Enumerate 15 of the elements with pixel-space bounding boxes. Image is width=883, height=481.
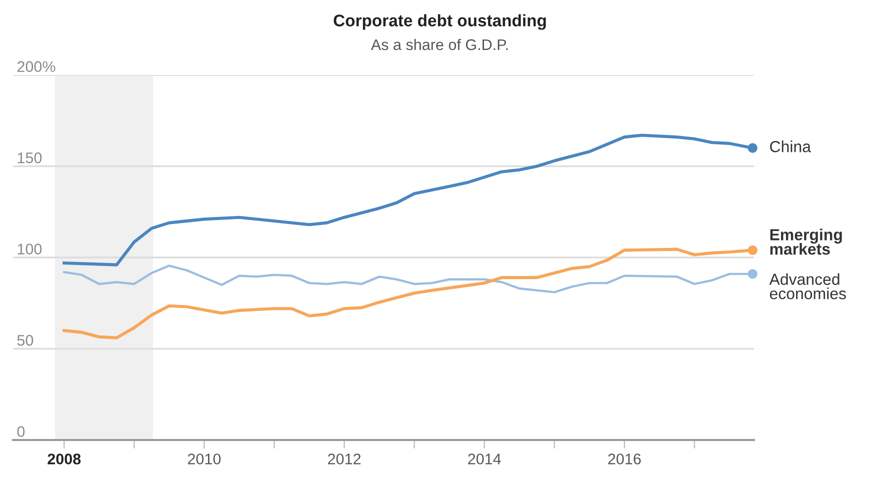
series-label: Advanced economies (769, 273, 846, 300)
x-tick-label: 2012 (328, 454, 361, 464)
chart-title: Corporate debt oustanding (334, 14, 546, 30)
y-tick-label: 150 (18, 152, 42, 164)
x-tick-label: 2008 (48, 454, 81, 464)
x-tick-label: 2010 (188, 454, 221, 464)
x-tick-label: 2016 (608, 454, 641, 464)
chart-subtitle: As a share of G.D.P. (370, 38, 508, 50)
y-tick-label: 100 (18, 244, 42, 254)
x-tick-label: 2014 (468, 454, 501, 464)
y-tick-label: 50 (17, 334, 34, 346)
series-label: Emerging markets (770, 228, 842, 255)
series-label: China (770, 140, 811, 152)
y-tick-label: 0 (17, 426, 25, 437)
y-tick-label: 200% (17, 61, 56, 72)
